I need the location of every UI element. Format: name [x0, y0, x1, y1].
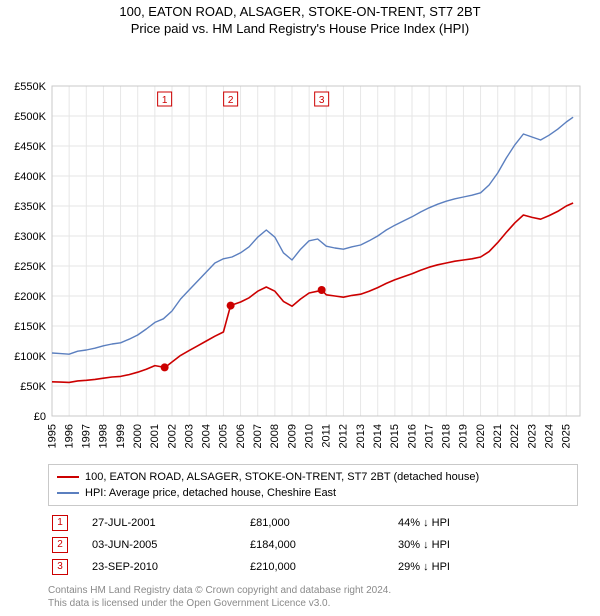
legend-label: HPI: Average price, detached house, Ches…: [85, 487, 336, 499]
event-date: 27-JUL-2001: [88, 512, 246, 534]
event-delta: 29% ↓ HPI: [394, 556, 578, 578]
svg-text:£150K: £150K: [14, 321, 46, 333]
svg-text:2016: 2016: [406, 424, 418, 448]
svg-text:2001: 2001: [149, 424, 161, 448]
svg-text:£250K: £250K: [14, 261, 46, 273]
svg-text:1999: 1999: [115, 424, 127, 448]
footer-attribution: Contains HM Land Registry data © Crown c…: [48, 584, 578, 610]
svg-text:2022: 2022: [509, 424, 521, 448]
svg-text:2008: 2008: [269, 424, 281, 448]
svg-text:2024: 2024: [543, 424, 555, 448]
event-marker-box: 2: [52, 537, 68, 553]
svg-text:2007: 2007: [252, 424, 264, 448]
svg-text:£200K: £200K: [14, 291, 46, 303]
title-address: 100, EATON ROAD, ALSAGER, STOKE-ON-TRENT…: [0, 4, 600, 19]
svg-text:2020: 2020: [475, 424, 487, 448]
legend: 100, EATON ROAD, ALSAGER, STOKE-ON-TRENT…: [48, 464, 578, 506]
svg-text:£500K: £500K: [14, 111, 46, 123]
footer-line: This data is licensed under the Open Gov…: [48, 597, 578, 610]
svg-text:1998: 1998: [98, 424, 110, 448]
event-row: 1 27-JUL-2001£81,00044% ↓ HPI: [48, 512, 578, 534]
title-subtitle: Price paid vs. HM Land Registry's House …: [0, 21, 600, 36]
svg-text:£550K: £550K: [14, 81, 46, 93]
svg-text:£300K: £300K: [14, 231, 46, 243]
svg-text:2018: 2018: [441, 424, 453, 448]
svg-text:2019: 2019: [458, 424, 470, 448]
legend-item: HPI: Average price, detached house, Ches…: [57, 485, 569, 501]
svg-text:2: 2: [228, 95, 234, 106]
svg-text:2013: 2013: [355, 424, 367, 448]
events-table: 1 27-JUL-2001£81,00044% ↓ HPI 2 03-JUN-2005…: [48, 512, 578, 578]
chart-container: 100, EATON ROAD, ALSAGER, STOKE-ON-TRENT…: [0, 0, 600, 610]
event-delta: 44% ↓ HPI: [394, 512, 578, 534]
event-delta: 30% ↓ HPI: [394, 534, 578, 556]
event-date: 23-SEP-2010: [88, 556, 246, 578]
svg-text:2015: 2015: [389, 424, 401, 448]
legend-swatch: [57, 492, 79, 494]
svg-text:2021: 2021: [492, 424, 504, 448]
event-price: £184,000: [246, 534, 394, 556]
svg-text:2010: 2010: [303, 424, 315, 448]
svg-text:2011: 2011: [321, 424, 333, 448]
chart-titles: 100, EATON ROAD, ALSAGER, STOKE-ON-TRENT…: [0, 0, 600, 36]
svg-text:2000: 2000: [132, 424, 144, 448]
svg-text:2002: 2002: [166, 424, 178, 448]
svg-text:£400K: £400K: [14, 171, 46, 183]
svg-text:2017: 2017: [423, 424, 435, 448]
svg-text:2009: 2009: [286, 424, 298, 448]
event-row: 3 23-SEP-2010£210,00029% ↓ HPI: [48, 556, 578, 578]
legend-label: 100, EATON ROAD, ALSAGER, STOKE-ON-TRENT…: [85, 471, 479, 483]
svg-text:£350K: £350K: [14, 201, 46, 213]
svg-text:2012: 2012: [338, 424, 350, 448]
event-price: £81,000: [246, 512, 394, 534]
svg-text:2023: 2023: [526, 424, 538, 448]
legend-item: 100, EATON ROAD, ALSAGER, STOKE-ON-TRENT…: [57, 469, 569, 485]
svg-text:£100K: £100K: [14, 351, 46, 363]
svg-text:£50K: £50K: [20, 381, 46, 393]
event-row: 2 03-JUN-2005£184,00030% ↓ HPI: [48, 534, 578, 556]
event-price: £210,000: [246, 556, 394, 578]
footer-line: Contains HM Land Registry data © Crown c…: [48, 584, 578, 597]
svg-text:2025: 2025: [561, 424, 573, 448]
svg-text:2003: 2003: [183, 424, 195, 448]
svg-text:2004: 2004: [201, 424, 213, 448]
svg-text:3: 3: [319, 95, 325, 106]
legend-swatch: [57, 476, 79, 478]
svg-text:2005: 2005: [218, 424, 230, 448]
svg-text:2014: 2014: [372, 424, 384, 448]
svg-text:1997: 1997: [81, 424, 93, 448]
svg-text:£450K: £450K: [14, 141, 46, 153]
svg-text:1995: 1995: [46, 424, 58, 448]
plot-area: £0 £50K £100K £150K £200K £250K £300K £350K £400…: [0, 36, 600, 456]
event-marker-box: 1: [52, 515, 68, 531]
svg-text:1: 1: [162, 95, 168, 106]
svg-text:1996: 1996: [63, 424, 75, 448]
chart-svg: £0 £50K £100K £150K £200K £250K £300K £350K £400…: [0, 36, 600, 456]
event-marker-box: 3: [52, 559, 68, 575]
svg-text:2006: 2006: [235, 424, 247, 448]
event-date: 03-JUN-2005: [88, 534, 246, 556]
svg-text:£0: £0: [34, 411, 46, 423]
